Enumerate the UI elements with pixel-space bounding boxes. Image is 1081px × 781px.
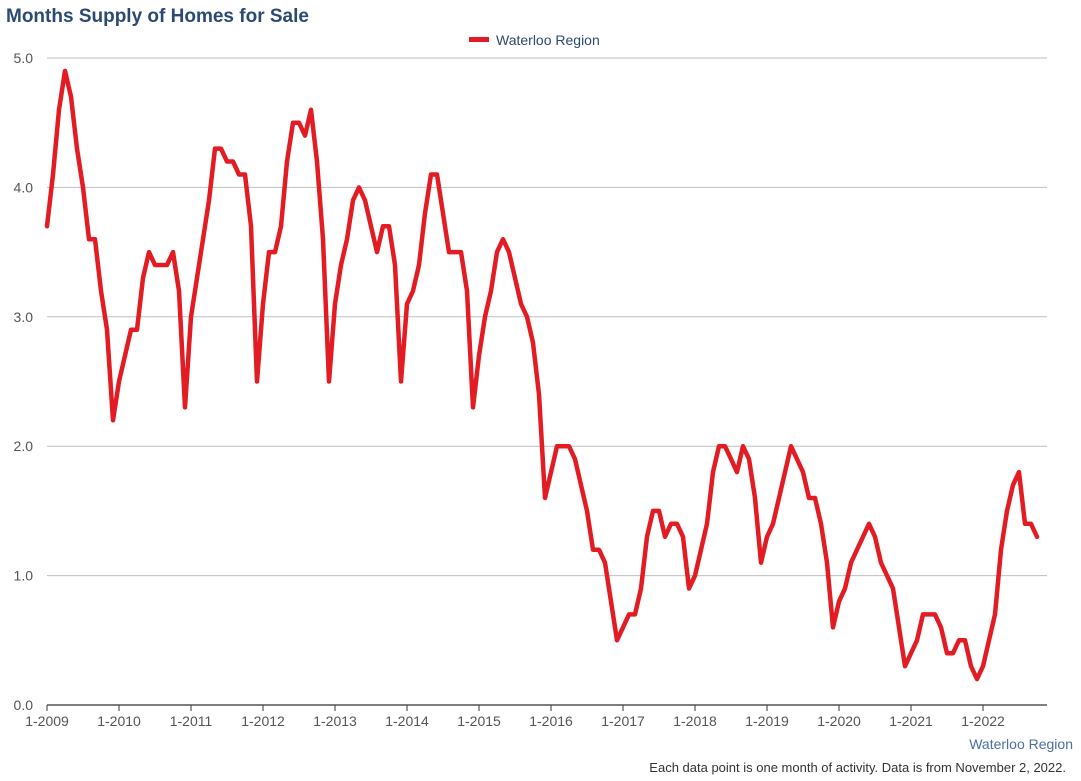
x-tick-label: 1-2012 bbox=[241, 713, 285, 729]
y-tick-label: 5.0 bbox=[14, 50, 34, 66]
footnote: Each data point is one month of activity… bbox=[649, 760, 1066, 775]
y-tick-label: 2.0 bbox=[14, 438, 34, 454]
x-tick-label: 1-2019 bbox=[745, 713, 789, 729]
x-tick-label: 1-2009 bbox=[25, 713, 69, 729]
chart-title: Months Supply of Homes for Sale bbox=[6, 6, 309, 27]
x-tick-label: 1-2010 bbox=[97, 713, 141, 729]
x-tick-label: 1-2011 bbox=[170, 713, 213, 729]
x-tick-label: 1-2018 bbox=[673, 713, 717, 729]
x-tick-label: 1-2013 bbox=[313, 713, 357, 729]
series-layer bbox=[44, 68, 1040, 682]
legend-swatch bbox=[469, 37, 489, 42]
region-label: Waterloo Region bbox=[969, 736, 1073, 752]
y-tick-label: 0.0 bbox=[14, 697, 34, 713]
y-axis-ticks: 0.0 1.0 2.0 3.0 4.0 5.0 bbox=[14, 50, 34, 713]
x-tick-label: 1-2021 bbox=[889, 713, 933, 729]
legend-label: Waterloo Region bbox=[496, 32, 600, 48]
x-tick-label: 1-2017 bbox=[601, 713, 645, 729]
x-tick-label: 1-2014 bbox=[385, 713, 429, 729]
x-tick-label: 1-2016 bbox=[529, 713, 573, 729]
y-tick-label: 4.0 bbox=[14, 179, 34, 195]
series-line-waterloo-region bbox=[44, 68, 1040, 682]
legend: Waterloo Region bbox=[469, 32, 600, 48]
x-axis: 1-2009 1-2010 1-2011 1-2012 1-2013 1-2014 1-20… bbox=[25, 704, 1047, 729]
y-tick-label: 3.0 bbox=[14, 309, 34, 325]
gridlines bbox=[47, 57, 1047, 577]
x-tick-label: 1-2015 bbox=[457, 713, 501, 729]
y-tick-label: 1.0 bbox=[14, 568, 34, 584]
x-tick-label: 1-2020 bbox=[817, 713, 861, 729]
x-tick-label: 1-2022 bbox=[961, 713, 1005, 729]
